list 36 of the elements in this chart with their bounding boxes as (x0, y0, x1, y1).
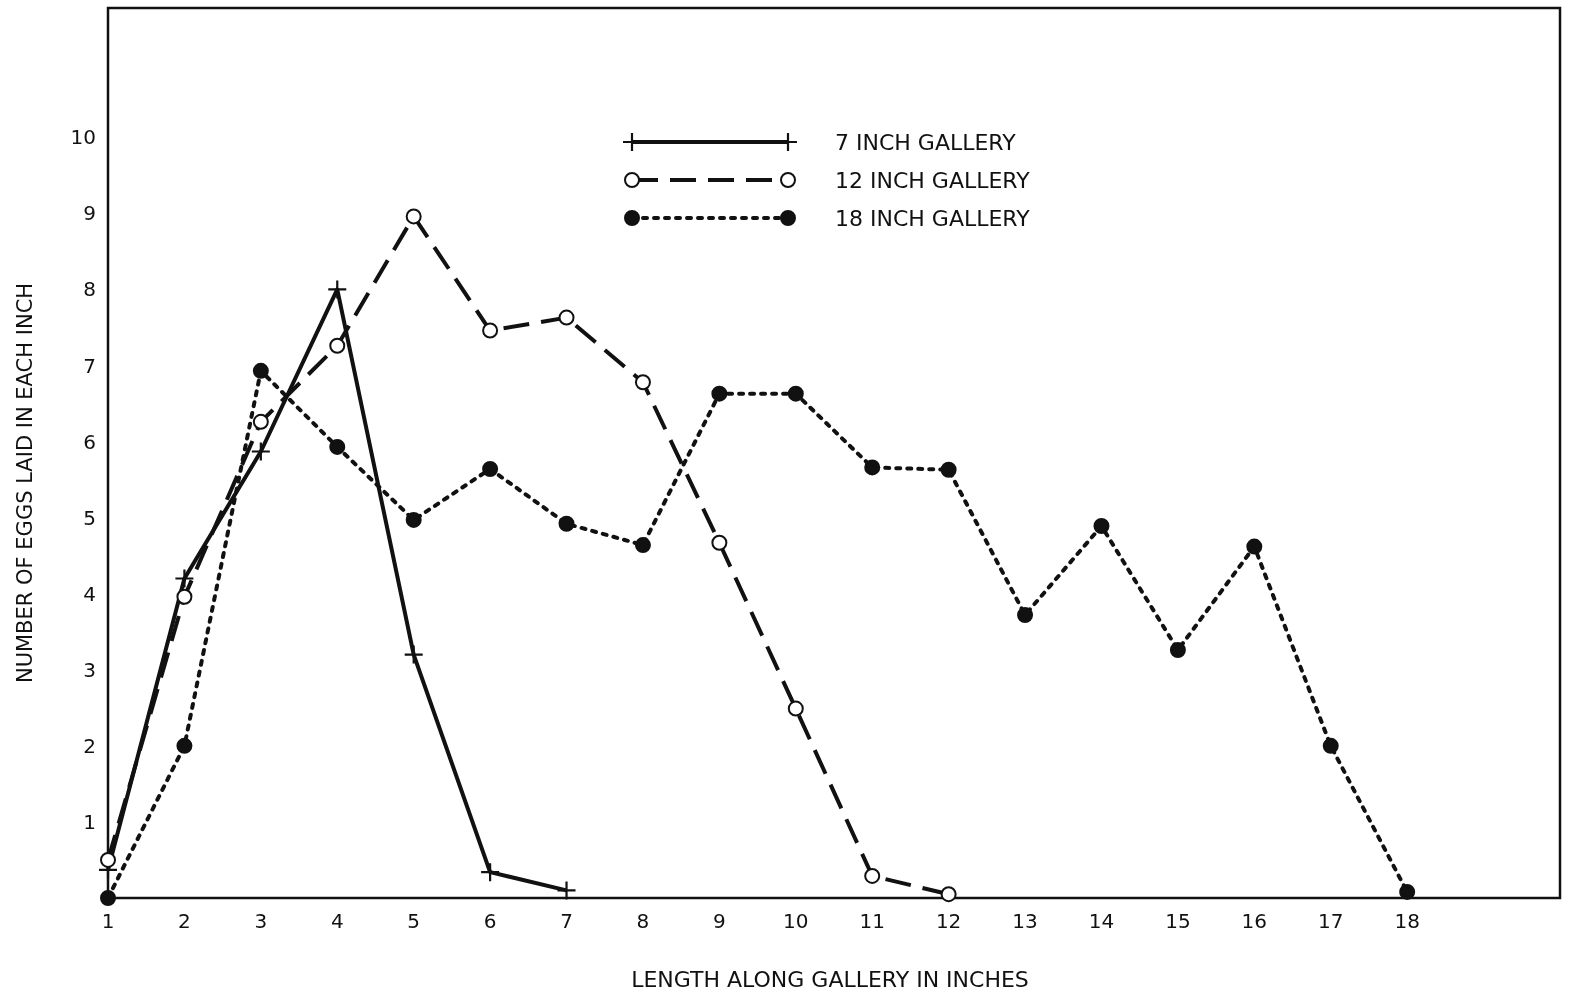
x-tick-label: 8 (636, 909, 650, 933)
x-tick-label: 10 (783, 909, 809, 933)
y-tick-label: 4 (83, 581, 96, 606)
x-tick-label: 4 (330, 909, 344, 933)
y-tick-label: 10 (70, 125, 96, 150)
x-tick-label: 3 (254, 909, 268, 933)
y-tick-label: 1 (83, 809, 96, 834)
y-tick-label: 2 (83, 733, 96, 758)
x-tick-label: 18 (1394, 909, 1420, 933)
x-tick-label: 17 (1318, 909, 1344, 933)
legend-key: 12 INCH GALLERY (624, 168, 1030, 193)
y-tick-label: 6 (83, 429, 96, 454)
x-tick-label: 11 (859, 909, 885, 933)
x-tick-label: 12 (935, 909, 962, 933)
x-tick-label: 1 (101, 909, 115, 933)
y-tick-label: 3 (83, 657, 96, 682)
legend-label: 12 INCH GALLERY (835, 168, 1031, 193)
y-tick-label: 8 (83, 277, 96, 302)
x-tick-label: 13 (1012, 909, 1038, 933)
legend-key: 7 INCH GALLERY (621, 130, 1016, 155)
x-tick-label: 5 (407, 909, 421, 933)
legend-label: 18 INCH GALLERY (835, 206, 1031, 231)
x-tick-label: 9 (713, 909, 726, 933)
x-tick-label: 6 (483, 909, 497, 933)
y-tick-label: 5 (83, 505, 96, 530)
x-axis-title: LENGTH ALONG GALLERY IN INCHES (631, 967, 1029, 992)
x-tick-label: 14 (1088, 909, 1115, 933)
legend-key: 18 INCH GALLERY (624, 206, 1030, 231)
x-tick-label: 16 (1241, 909, 1268, 933)
x-tick-label: 2 (178, 909, 191, 933)
x-tick-label: 15 (1165, 909, 1191, 933)
legend-label: 7 INCH GALLERY (835, 130, 1017, 155)
y-axis-title: NUMBER OF EGGS LAID IN EACH INCH (13, 282, 37, 684)
x-tick-label: 7 (560, 909, 573, 933)
y-tick-label: 9 (83, 201, 96, 226)
y-tick-label: 7 (83, 353, 96, 378)
